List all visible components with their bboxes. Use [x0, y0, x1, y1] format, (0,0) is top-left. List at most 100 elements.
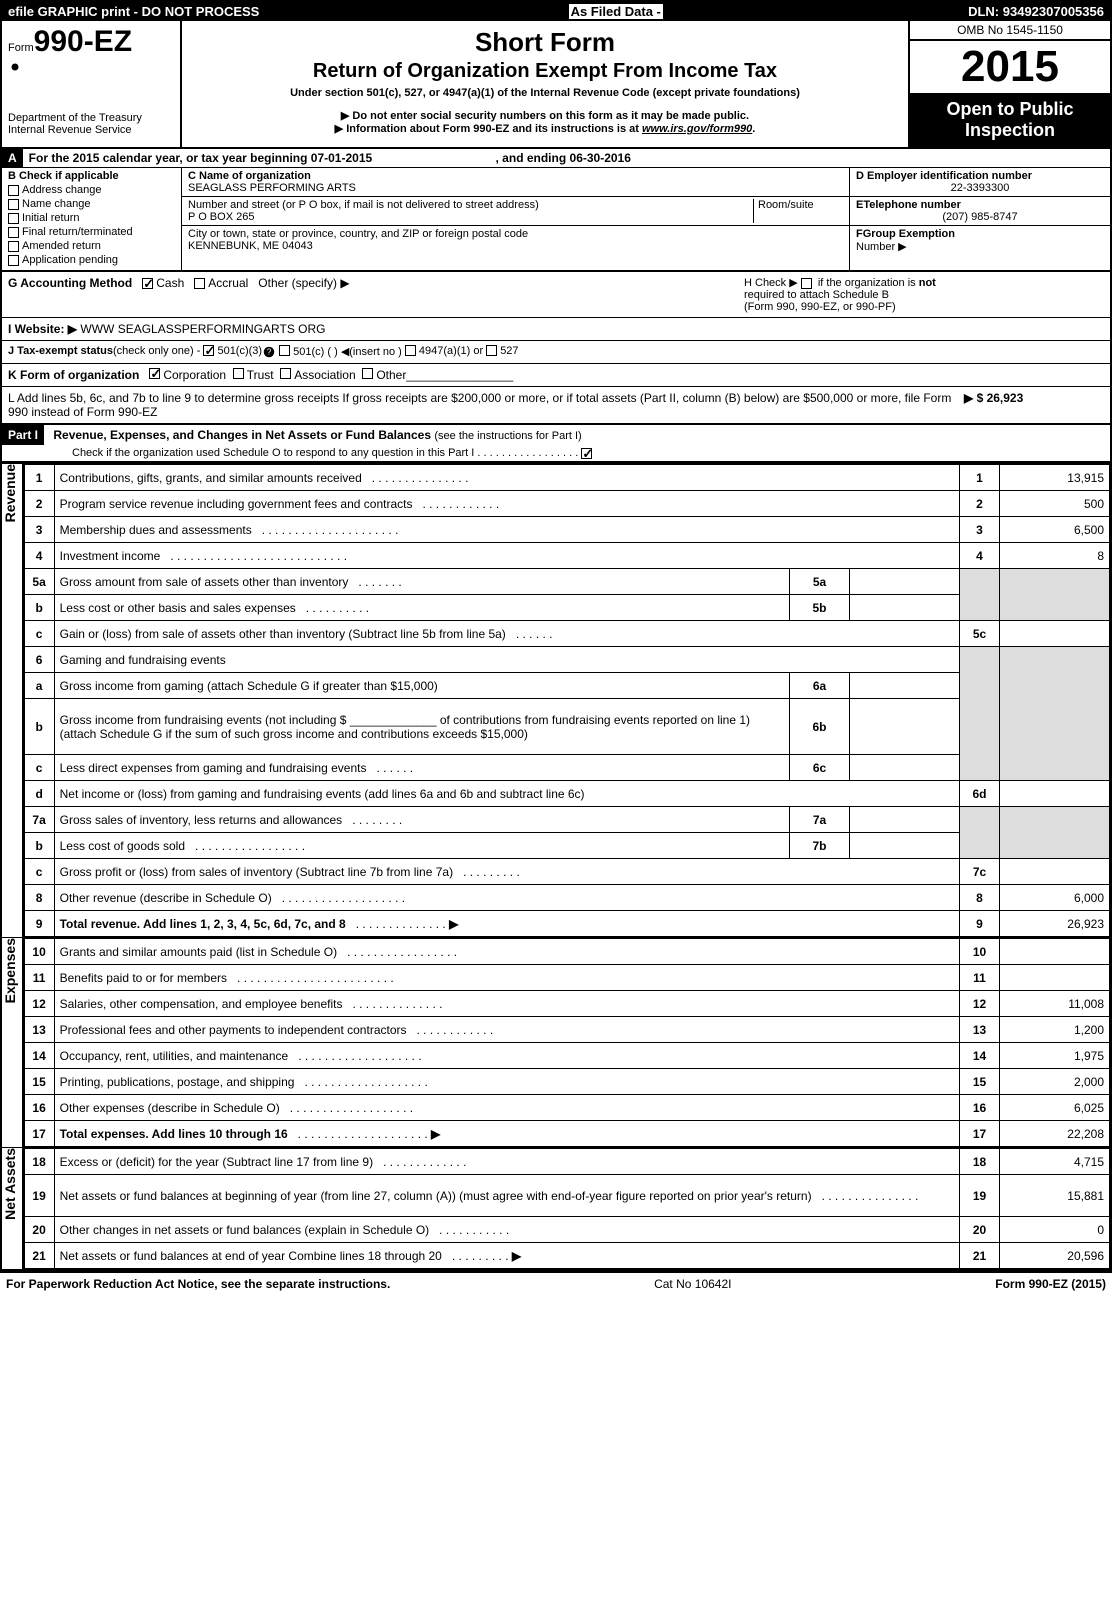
revenue-label: Revenue	[2, 464, 18, 522]
line-11: 11Benefits paid to or for members . . . …	[24, 965, 1109, 991]
line-7a: 7aGross sales of inventory, less returns…	[24, 807, 1109, 833]
line-16: 16Other expenses (describe in Schedule O…	[24, 1095, 1109, 1121]
header-right: OMB No 1545-1150 2015 Open to Public Ins…	[910, 21, 1110, 147]
col-b: B Check if applicable Address change Nam…	[2, 168, 182, 270]
check-address-change[interactable]: Address change	[8, 184, 175, 196]
col-d: D Employer identification number 22-3393…	[850, 168, 1110, 270]
part-1-check: Check if the organization used Schedule …	[2, 445, 1110, 461]
c-label: C Name of organization	[188, 170, 843, 182]
h-block: H Check ▶ if the organization is not req…	[744, 276, 1104, 313]
line-5b: bLess cost or other basis and sales expe…	[24, 595, 1109, 621]
line-15: 15Printing, publications, postage, and s…	[24, 1069, 1109, 1095]
e-label: ETelephone number	[856, 199, 1104, 211]
line-6: 6Gaming and fundraising events	[24, 647, 1109, 673]
topbar-mid: As Filed Data -	[565, 4, 663, 19]
check-pending[interactable]: Application pending	[8, 254, 175, 266]
line-14: 14Occupancy, rent, utilities, and mainte…	[24, 1043, 1109, 1069]
street: P O BOX 265	[188, 211, 753, 223]
line-k: K Form of organization Corporation Trust…	[2, 364, 1110, 387]
check-501c[interactable]	[279, 345, 290, 356]
footer: For Paperwork Reduction Act Notice, see …	[0, 1273, 1112, 1295]
subtitle: Under section 501(c), 527, or 4947(a)(1)…	[188, 87, 902, 99]
line-9: 9Total revenue. Add lines 1, 2, 3, 4, 5c…	[24, 911, 1109, 937]
phone: (207) 985-8747	[856, 211, 1104, 223]
dept-treasury: Department of the Treasury	[8, 112, 174, 124]
check-501c3[interactable]	[203, 345, 214, 356]
check-527[interactable]	[486, 345, 497, 356]
header: Form990-EZ Department of the Treasury In…	[2, 21, 1110, 149]
line-21: 21Net assets or fund balances at end of …	[24, 1243, 1109, 1269]
city: KENNEBUNK, ME 04043	[188, 240, 843, 252]
line-20: 20Other changes in net assets or fund ba…	[24, 1217, 1109, 1243]
check-cash[interactable]	[142, 278, 153, 289]
check-amended[interactable]: Amended return	[8, 240, 175, 252]
line-12: 12Salaries, other compensation, and empl…	[24, 991, 1109, 1017]
line-6d: dNet income or (loss) from gaming and fu…	[24, 781, 1109, 807]
line-a: A For the 2015 calendar year, or tax yea…	[2, 149, 1110, 168]
check-4947[interactable]	[405, 345, 416, 356]
expenses-table: 10Grants and similar amounts paid (list …	[24, 938, 1110, 1147]
footer-right: Form 990-EZ (2015)	[995, 1277, 1106, 1291]
check-other-org[interactable]	[362, 368, 373, 379]
org-name: SEAGLASS PERFORMING ARTS	[188, 182, 843, 194]
header-center: Short Form Return of Organization Exempt…	[182, 21, 910, 147]
check-corp[interactable]	[149, 368, 160, 379]
footer-mid: Cat No 10642I	[654, 1277, 731, 1291]
netassets-table: 18Excess or (deficit) for the year (Subt…	[24, 1148, 1110, 1269]
line-2: 2Program service revenue including gover…	[24, 491, 1109, 517]
d-label: D Employer identification number	[856, 170, 1104, 182]
line-7b: bLess cost of goods sold . . . . . . . .…	[24, 833, 1109, 859]
part-1-header: Part I Revenue, Expenses, and Changes in…	[2, 425, 1110, 463]
line-l: L Add lines 5b, 6c, and 7b to line 9 to …	[2, 387, 1110, 425]
line-10: 10Grants and similar amounts paid (list …	[24, 939, 1109, 965]
note-2: ▶ Information about Form 990-EZ and its …	[188, 122, 902, 135]
j-label: J Tax-exempt status	[8, 345, 113, 359]
topbar-right: DLN: 93492307005356	[968, 4, 1104, 19]
main-title: Return of Organization Exempt From Incom…	[188, 60, 902, 83]
line-17: 17Total expenses. Add lines 10 through 1…	[24, 1121, 1109, 1147]
col-c: C Name of organization SEAGLASS PERFORMI…	[182, 168, 850, 270]
line-7c: cGross profit or (loss) from sales of in…	[24, 859, 1109, 885]
footer-left: For Paperwork Reduction Act Notice, see …	[6, 1277, 390, 1291]
expenses-section: Expenses 10Grants and similar amounts pa…	[2, 937, 1110, 1147]
tax-year: 2015	[910, 41, 1110, 93]
ein: 22-3393300	[856, 182, 1104, 194]
irs-link[interactable]: www.irs.gov/form990	[642, 123, 752, 135]
i-label: I Website: ▶	[8, 322, 77, 336]
line-1: 1Contributions, gifts, grants, and simil…	[24, 465, 1109, 491]
check-trust[interactable]	[233, 368, 244, 379]
check-final-return[interactable]: Final return/terminated	[8, 226, 175, 238]
check-initial-return[interactable]: Initial return	[8, 212, 175, 224]
topbar: efile GRAPHIC print - DO NOT PROCESS As …	[2, 2, 1110, 21]
line-j: J Tax-exempt status(check only one) - 50…	[2, 341, 1110, 364]
dept-irs: Internal Revenue Service	[8, 124, 174, 136]
line-i: I Website: ▶ WWW SEAGLASSPERFORMINGARTS …	[2, 318, 1110, 341]
check-assoc[interactable]	[280, 368, 291, 379]
room-label: Room/suite	[753, 199, 843, 223]
gh-row: G Accounting Method Cash Accrual Other (…	[2, 272, 1110, 318]
k-label: K Form of organization	[8, 368, 139, 382]
line-13: 13Professional fees and other payments t…	[24, 1017, 1109, 1043]
line-6c: cLess direct expenses from gaming and fu…	[24, 755, 1109, 781]
short-form: Short Form	[188, 27, 902, 58]
bcd-row: B Check if applicable Address change Nam…	[2, 168, 1110, 272]
website: WWW SEAGLASSPERFORMINGARTS ORG	[80, 322, 325, 336]
line-a-label: A	[2, 149, 23, 167]
revenue-table: 1Contributions, gifts, grants, and simil…	[24, 464, 1110, 937]
l-amount: ▶ $ 26,923	[964, 391, 1104, 419]
open-public: Open to Public Inspection	[910, 93, 1110, 147]
check-schedule-o[interactable]	[581, 448, 592, 459]
help-icon[interactable]: ?	[262, 345, 276, 359]
efile-icon	[8, 60, 22, 74]
line-8: 8Other revenue (describe in Schedule O) …	[24, 885, 1109, 911]
line-19: 19Net assets or fund balances at beginni…	[24, 1175, 1109, 1217]
check-name-change[interactable]: Name change	[8, 198, 175, 210]
line-5c: cGain or (loss) from sale of assets othe…	[24, 621, 1109, 647]
b-label: B Check if applicable	[8, 170, 175, 182]
street-label: Number and street (or P O box, if mail i…	[188, 199, 753, 211]
note-1: ▶ Do not enter social security numbers o…	[188, 109, 902, 122]
line-3: 3Membership dues and assessments . . . .…	[24, 517, 1109, 543]
check-accrual[interactable]	[194, 278, 205, 289]
omb-number: OMB No 1545-1150	[910, 21, 1110, 41]
check-h[interactable]	[801, 278, 812, 289]
